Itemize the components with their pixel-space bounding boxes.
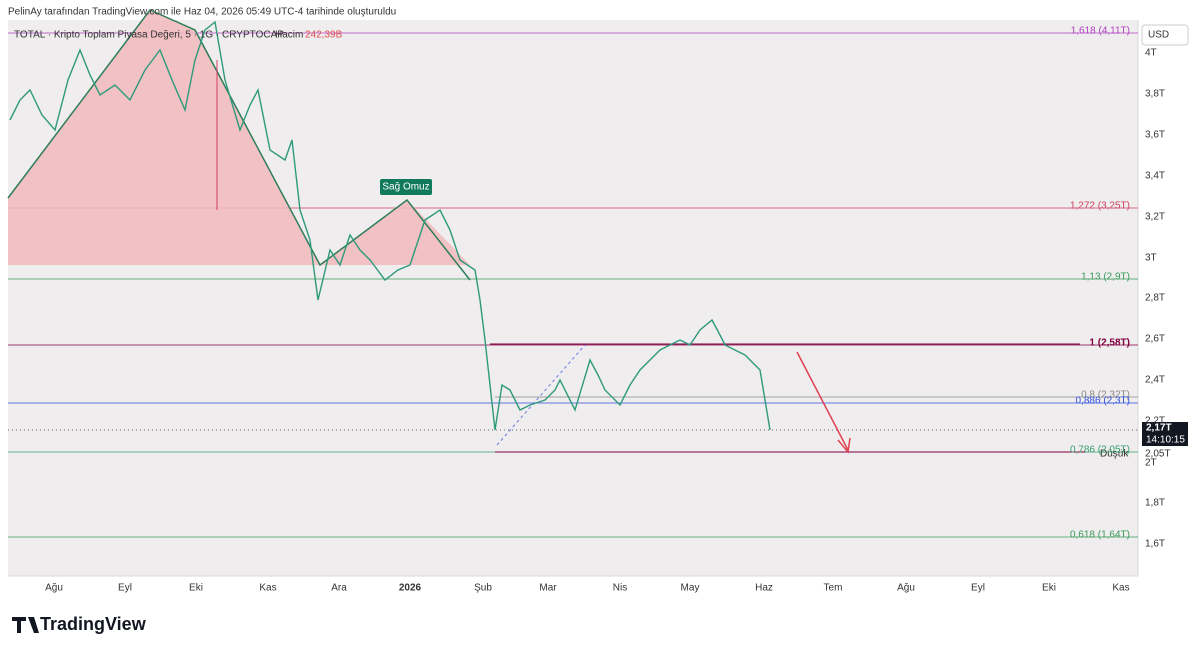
price-axis-label: 2,2T <box>1145 416 1165 427</box>
time-axis-label: Nis <box>613 583 627 594</box>
annotation-box <box>380 179 432 195</box>
time-axis-label: Tem <box>824 583 843 594</box>
time-axis-label: Ağu <box>45 583 63 594</box>
time-axis-label: Ağu <box>897 583 915 594</box>
currency[interactable]: USD <box>1148 30 1169 41</box>
pattern-fill <box>320 200 470 265</box>
time-axis-label: Mar <box>539 583 557 594</box>
fib-label: 0,886 (2,3T) <box>1076 396 1130 407</box>
low-label: Düşük <box>1100 449 1129 460</box>
volume-value: 242,39B <box>305 30 343 41</box>
fib-label: 1,13 (2,9T) <box>1081 272 1130 283</box>
fib-label: 0,786 (2,05T) <box>1070 445 1130 456</box>
price-axis-label: 3T <box>1145 253 1157 264</box>
arrow-head <box>837 437 851 454</box>
pattern-fill <box>8 10 320 265</box>
low-price: 2,05T <box>1145 449 1171 460</box>
fib-label: 0,618 (1,64T) <box>1070 530 1130 541</box>
time-axis-label: Eki <box>1042 583 1056 594</box>
symbol: TOTAL · Kripto Toplam Piyasa Değeri, 5 ·… <box>14 30 284 41</box>
price-axis-label: 3,2T <box>1145 212 1165 223</box>
price-axis-label: 2T <box>1145 458 1157 469</box>
time-axis-label: Ara <box>331 583 347 594</box>
time-axis-label: Eki <box>189 583 203 594</box>
currency-button[interactable] <box>1141 24 1189 46</box>
price-axis-label: 1,6T <box>1145 539 1165 550</box>
time-axis-label: Kas <box>1112 583 1129 594</box>
price-axis-label: 3,6T <box>1145 130 1165 141</box>
annotation: Sağ Omuz <box>382 182 429 193</box>
time-axis-label: Eyl <box>118 583 132 594</box>
time-axis-label: Kas <box>259 583 276 594</box>
attribution: PelinAy tarafından TradingView.com ile H… <box>8 7 396 18</box>
price-tag <box>1142 422 1188 446</box>
time-axis-label: Eyl <box>971 583 985 594</box>
time-axis-label: Şub <box>474 583 492 594</box>
price-axis-label: 3,8T <box>1145 89 1165 100</box>
time-axis-label: Haz <box>755 583 773 594</box>
arrow <box>796 351 849 451</box>
time-axis-label: 2026 <box>399 583 422 594</box>
price-axis-label: 2,4T <box>1145 375 1165 386</box>
price-axis-label: 2,6T <box>1145 334 1165 345</box>
price-axis-label: 3,4T <box>1145 171 1165 182</box>
price-axis-label: 4T <box>1145 48 1157 59</box>
current-price: 2,17T <box>1146 423 1172 434</box>
countdown: 14:10:15 <box>1146 435 1185 446</box>
price-series <box>9 20 771 431</box>
volume-label: Hacim <box>275 30 303 41</box>
fib-label: 1 (2,58T) <box>1089 338 1130 349</box>
footer-brand: TradingView <box>40 614 147 634</box>
logo-icon <box>12 617 39 633</box>
fib-label: 1,272 (3,25T) <box>1070 201 1130 212</box>
price-axis-label: 2,8T <box>1145 293 1165 304</box>
fib-label: 0,8 (2,32T) <box>1081 390 1130 401</box>
pattern-line <box>7 9 471 281</box>
price-axis-label: 1,8T <box>1145 498 1165 509</box>
time-axis-label: May <box>681 583 700 594</box>
trend-line <box>496 344 586 446</box>
fib-label: 1,618 (4,11T) <box>1071 26 1130 37</box>
